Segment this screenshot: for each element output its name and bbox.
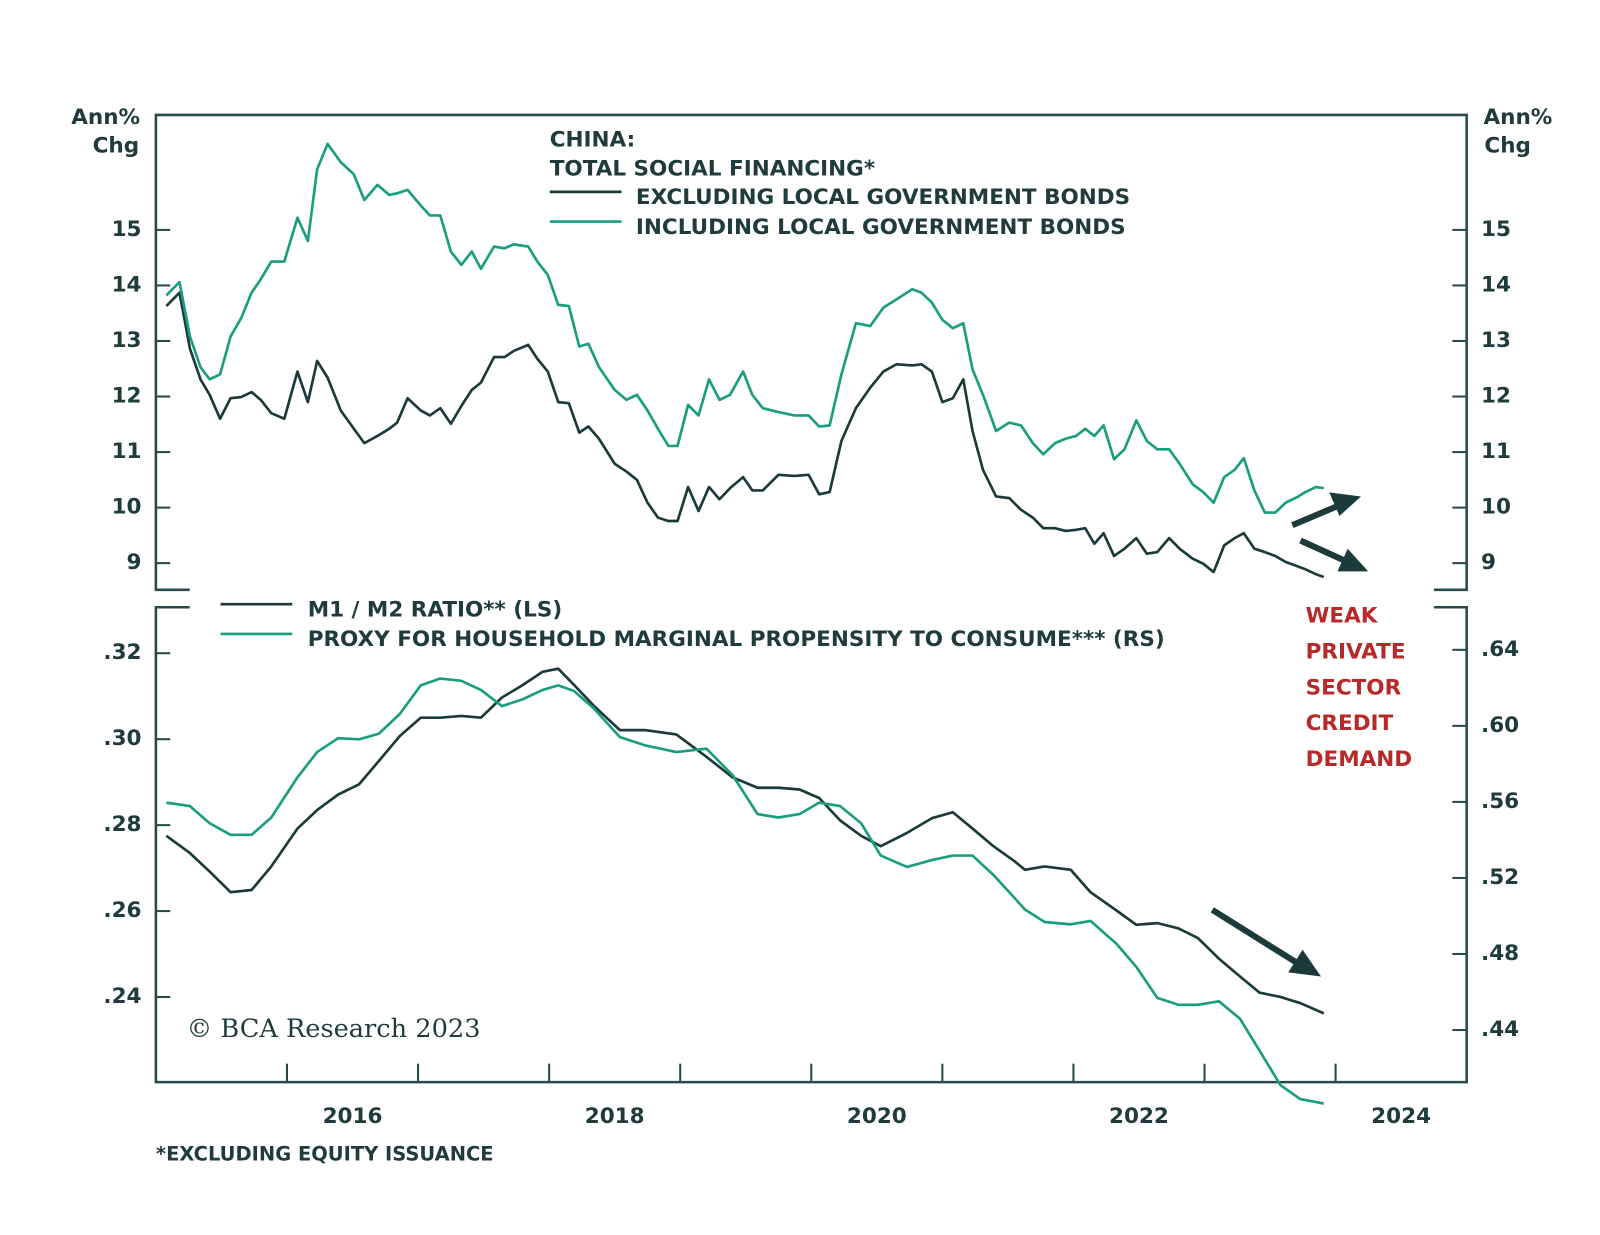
series-line (165, 142, 1324, 514)
y2-tick-label: .64 (1481, 637, 1519, 662)
y-tick-label: 9 (127, 550, 142, 575)
legend-label: INCLUDING LOCAL GOVERNMENT BONDS (636, 215, 1126, 240)
x-tick-label: 2018 (585, 1104, 645, 1129)
y2-tick-label: .44 (1481, 1017, 1519, 1042)
y2-tick-label: 10 (1481, 495, 1511, 520)
annotation-line: WEAK (1306, 603, 1379, 628)
y2-tick-label: 14 (1481, 272, 1511, 297)
y2-tick-label: .52 (1481, 865, 1519, 890)
y-tick-label: 13 (112, 328, 142, 353)
chart-title: TOTAL SOCIAL FINANCING* (550, 156, 875, 181)
top-frame (154, 113, 1468, 592)
x-tick-label: 2022 (1109, 1104, 1169, 1129)
arrow (1210, 907, 1300, 966)
series-line (166, 677, 1325, 1105)
arrow-head (1329, 492, 1362, 516)
arrow-head (1337, 548, 1369, 572)
arrow (1291, 502, 1340, 529)
copyright: © BCA Research 2023 (187, 1014, 481, 1044)
y-tick-label: .30 (103, 726, 141, 751)
bottom-frame (154, 605, 1468, 1084)
series-line (165, 291, 1325, 579)
y2-axis-label: Ann% (1484, 105, 1553, 130)
arrows (1210, 492, 1369, 977)
x-tick-label: 2020 (847, 1104, 907, 1129)
y2-tick-label: .48 (1481, 941, 1519, 966)
chart-title: CHINA: (550, 128, 635, 153)
footnote: *EXCLUDING EQUITY ISSUANCE (156, 1142, 494, 1165)
y2-tick-label: 13 (1481, 328, 1511, 353)
y-tick-label: 10 (112, 495, 142, 520)
arrow (1299, 537, 1347, 564)
y-tick-label: .32 (103, 640, 141, 665)
y2-axis-label: Chg (1484, 134, 1531, 159)
annotation: WEAK PRIVATE SECTOR CREDIT DEMAND (1306, 603, 1413, 772)
y-tick-label: 11 (112, 439, 142, 464)
legend-label: PROXY FOR HOUSEHOLD MARGINAL PROPENSITY … (308, 627, 1165, 652)
arrow-head (1288, 949, 1322, 977)
legend-label: M1 / M2 RATIO** (LS) (308, 597, 562, 622)
x-tick-label: 2016 (323, 1104, 383, 1129)
y2-tick-label: .60 (1481, 713, 1519, 738)
y2-tick-label: .56 (1481, 789, 1519, 814)
y-tick-label: 14 (112, 272, 142, 297)
annotation-line: DEMAND (1306, 747, 1413, 772)
y-tick-label: .24 (103, 984, 141, 1009)
annotation-line: CREDIT (1306, 711, 1394, 736)
y2-tick-label: 9 (1481, 550, 1496, 575)
y-axis-label: Ann% (71, 105, 140, 130)
y2-tick-label: 11 (1481, 439, 1511, 464)
annotation-line: SECTOR (1306, 675, 1402, 700)
x-tick-label: 2024 (1371, 1104, 1431, 1129)
y-tick-label: 15 (112, 217, 142, 242)
legend-label: EXCLUDING LOCAL GOVERNMENT BONDS (636, 185, 1130, 210)
y2-tick-label: 12 (1481, 384, 1511, 409)
annotation-line: PRIVATE (1306, 639, 1406, 664)
series-line (165, 667, 1325, 1015)
y-tick-label: .26 (103, 898, 141, 923)
y-tick-label: .28 (103, 812, 141, 837)
y-axis-label: Chg (93, 134, 140, 159)
y2-tick-label: 15 (1481, 217, 1511, 242)
y-tick-label: 12 (112, 384, 142, 409)
